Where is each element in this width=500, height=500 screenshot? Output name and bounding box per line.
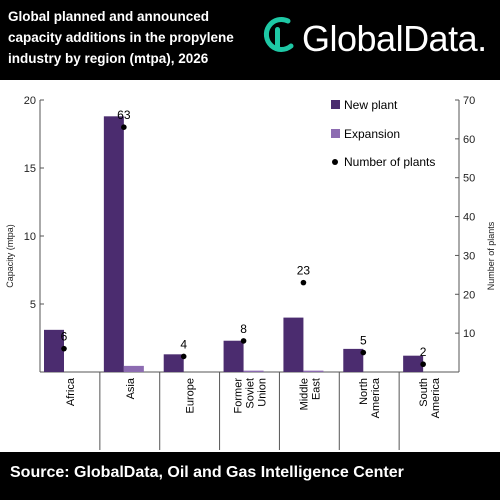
bar-new-plant: [223, 340, 244, 372]
bar-new-plant: [44, 329, 64, 372]
legend-label-new-plant: New plant: [344, 98, 398, 112]
y2-tick-label: 70: [463, 95, 475, 107]
data-label-number-of-plants: 2: [420, 345, 427, 359]
plot-area: 5 10 15 20 10 20 30 40 50 60 70 6 Africa 63 Asia 4 Europ…: [24, 95, 475, 450]
x-tick-label: America: [430, 377, 442, 418]
bar-new-plant: [283, 317, 304, 372]
x-tick-label: Union: [257, 378, 269, 407]
source-note: Source: GlobalData, Oil and Gas Intellig…: [10, 464, 404, 481]
legend-label-expansion: Expansion: [344, 127, 400, 141]
x-tick-label: America: [370, 377, 382, 418]
chart-legend: New plant Expansion Number of plants: [331, 98, 435, 169]
y2-tick-label: 10: [463, 328, 475, 340]
y-tick-label: 5: [30, 299, 36, 311]
bar-expansion: [123, 365, 144, 372]
legend-swatch-new-plant: [331, 100, 340, 109]
y-tick-label: 10: [24, 231, 36, 243]
point-number-of-plants: [61, 345, 67, 352]
legend-marker-number-of-plants: [332, 159, 338, 165]
x-tick-label: Asia: [125, 377, 137, 399]
x-tick-label: Former: [233, 378, 245, 414]
y2-tick-label: 20: [463, 289, 475, 301]
x-tick-label: East: [310, 378, 322, 400]
y2-tick-label: 30: [463, 250, 475, 262]
data-label-number-of-plants: 23: [297, 264, 311, 278]
globaldata-logo: GlobalData.: [260, 12, 494, 66]
legend-swatch-expansion: [331, 129, 340, 138]
point-number-of-plants: [121, 124, 127, 130]
point-number-of-plants: [300, 279, 307, 286]
bar-expansion: [303, 370, 324, 372]
y2-tick-label: 60: [463, 134, 475, 146]
point-number-of-plants: [360, 349, 367, 356]
data-label-number-of-plants: 4: [180, 337, 187, 351]
header-banner: Global planned and announced capacity ad…: [0, 0, 500, 80]
y2-axis-label: Number of plants: [486, 221, 496, 290]
footer-banner: Source: GlobalData, Oil and Gas Intellig…: [0, 452, 500, 500]
x-tick-label: Africa: [65, 377, 77, 406]
bar-expansion: [243, 370, 264, 372]
point-number-of-plants: [420, 361, 426, 368]
x-tick-label: Middle: [298, 378, 310, 410]
bar-new-plant: [343, 348, 364, 372]
point-number-of-plants: [240, 338, 247, 344]
x-tick-label: North: [358, 378, 370, 405]
chart-title: Global planned and announced capacity ad…: [8, 9, 234, 66]
data-label-number-of-plants: 63: [117, 108, 131, 122]
data-label-number-of-plants: 8: [240, 322, 247, 336]
y-tick-label: 20: [24, 95, 36, 107]
x-tick-label: Soviet: [245, 378, 257, 409]
data-label-number-of-plants: 5: [360, 334, 367, 348]
bar-new-plant: [163, 354, 184, 372]
data-label-number-of-plants: 6: [61, 330, 68, 344]
y-tick-label: 15: [24, 163, 36, 175]
logo-wordmark: GlobalData.: [302, 18, 487, 59]
y-axis-label: Capacity (mtpa): [5, 224, 15, 288]
x-tick-label: South: [418, 378, 430, 407]
chart-area: 5 10 15 20 10 20 30 40 50 60 70 6 Africa 63 Asia 4 Europ…: [5, 95, 496, 450]
point-number-of-plants: [180, 353, 187, 360]
bar-new-plant: [103, 116, 124, 372]
globaldata-logo-icon: [263, 16, 294, 52]
legend-label-number-of-plants: Number of plants: [344, 155, 435, 169]
bar-new-plant: [403, 355, 424, 372]
y2-tick-label: 40: [463, 212, 475, 224]
x-tick-label: Europe: [185, 378, 197, 413]
y2-tick-label: 50: [463, 173, 475, 185]
